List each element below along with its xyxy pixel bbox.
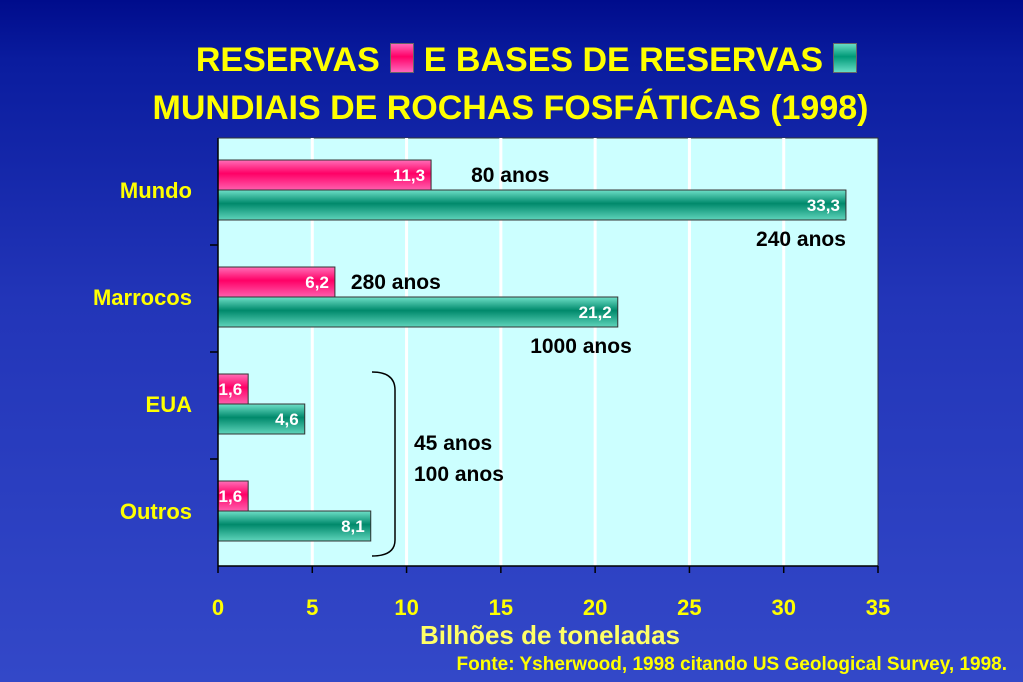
bar-value-label: 11,3 bbox=[393, 166, 425, 185]
legend-swatch-reservas bbox=[389, 43, 414, 73]
bar-value-label: 33,3 bbox=[807, 196, 840, 215]
legend-swatch-bases bbox=[833, 43, 858, 73]
annotation-years: 100 anos bbox=[414, 463, 504, 486]
x-tick-label: 15 bbox=[489, 595, 513, 620]
x-tick-label: 25 bbox=[677, 595, 701, 620]
category-label: Outros bbox=[120, 499, 192, 524]
x-tick-label: 30 bbox=[771, 595, 795, 620]
annotation-years: 240 anos bbox=[756, 228, 846, 251]
bar-value-label: 1,6 bbox=[219, 487, 243, 506]
category-label: Mundo bbox=[120, 178, 192, 203]
title-reservas: RESERVAS bbox=[195, 41, 380, 79]
annotations: 80 anos 240 anos 280 anos 1000 anos 45 anos 1… bbox=[351, 164, 846, 486]
x-axis-title: Bilhões de toneladas bbox=[419, 620, 681, 650]
bracket bbox=[371, 371, 396, 557]
x-tick-label: 35 bbox=[866, 595, 890, 620]
category-label: EUA bbox=[146, 392, 193, 417]
annotation-years: 45 anos bbox=[414, 432, 492, 455]
x-tick-label: 0 bbox=[212, 595, 224, 620]
bar-value-label: 6,2 bbox=[305, 273, 329, 292]
bar-bases bbox=[217, 510, 372, 542]
bar-bases bbox=[217, 403, 306, 435]
x-tick-label: 20 bbox=[583, 595, 607, 620]
chart-title-line2: MUNDIAIS DE ROCHAS FOSFÁTICAS (1998) bbox=[152, 89, 869, 127]
bar-bases bbox=[217, 189, 847, 221]
bar-reservas bbox=[217, 266, 336, 298]
annotation-years: 80 anos bbox=[471, 164, 549, 187]
x-tick-label: 10 bbox=[394, 595, 418, 620]
bar-reservas bbox=[217, 159, 432, 191]
bar-value-label: 1,6 bbox=[219, 380, 243, 399]
annotation-years: 280 anos bbox=[351, 271, 441, 294]
bar-value-label: 4,6 bbox=[275, 410, 299, 429]
axes: 0 5 10 15 20 25 30 35 Mundo Marrocos EUA Outros bbox=[93, 138, 890, 620]
annotation-years: 1000 anos bbox=[530, 335, 632, 358]
bar-value-label: 8,1 bbox=[341, 517, 365, 536]
x-tick-label: 5 bbox=[306, 595, 318, 620]
bar-bases bbox=[217, 296, 619, 328]
source-note: Fonte: Ysherwood, 1998 citando US Geolog… bbox=[456, 654, 1007, 675]
category-label: Marrocos bbox=[93, 285, 192, 310]
chart-title-line1: RESERVAS E BASES DE RESERVAS bbox=[20, 40, 1023, 80]
bars: 11,3 33,3 6,2 21,2 1,6 4,6 1,6 8,1 bbox=[217, 159, 847, 542]
bar-value-label: 21,2 bbox=[579, 303, 612, 322]
title-bases: E BASES DE RESERVAS bbox=[423, 41, 824, 79]
